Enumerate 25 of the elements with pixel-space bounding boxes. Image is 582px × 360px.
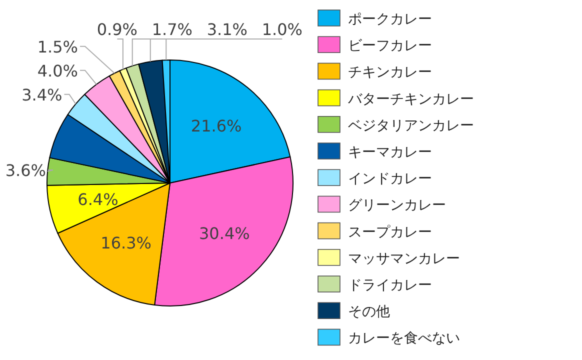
data-label: 21.6% (190, 116, 242, 136)
legend-label: その他 (348, 304, 390, 320)
legend-label: カレーを食べない (348, 330, 460, 347)
data-label: 1.0% (262, 20, 303, 39)
legend-label: ポークカレー (348, 12, 432, 28)
data-label: 16.3% (100, 233, 152, 252)
legend-label: バターチキンカレー (347, 91, 474, 108)
legend-label: スープカレー (348, 224, 432, 240)
data-label: 3.4% (22, 85, 62, 104)
legend-label: キーマカレー (348, 144, 432, 160)
data-label: 3.6% (5, 161, 46, 180)
data-label: 1.5% (37, 37, 78, 56)
legend-label: インドカレー (348, 171, 432, 188)
legend-label: チキンカレー (348, 64, 432, 81)
data-label: 6.4% (78, 190, 118, 210)
data-label: 30.4% (199, 224, 250, 243)
legend-label: グリーンカレー (348, 198, 446, 214)
legend-label: ベジタリアンカレー (348, 118, 474, 134)
data-label: 3.1% (206, 20, 248, 39)
data-label: 4.0% (37, 61, 78, 80)
data-label: 0.9% (96, 20, 138, 39)
legend-label: マッサマンカレー (348, 250, 460, 267)
data-label: 1.7% (152, 20, 193, 39)
legend-label: ドライカレー (348, 278, 432, 294)
legend-label: ビーフカレー (348, 38, 432, 54)
